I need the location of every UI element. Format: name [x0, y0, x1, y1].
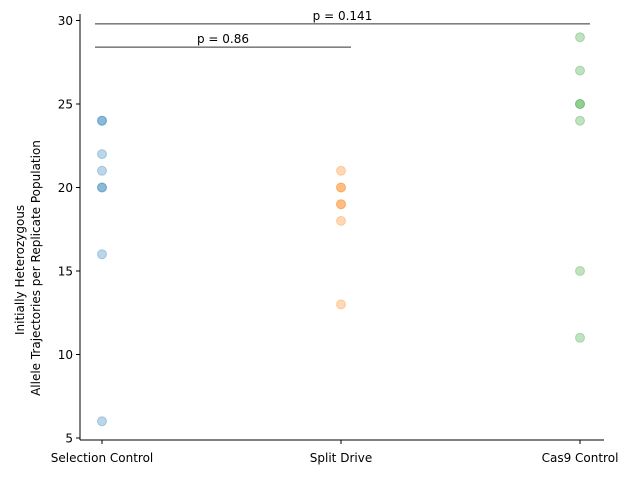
- x-tick-label: Split Drive: [310, 451, 372, 465]
- y-tick-label: 25: [58, 98, 73, 112]
- data-point: [336, 182, 346, 193]
- data-point: [575, 99, 585, 109]
- p-value-label: p = 0.141: [313, 9, 373, 23]
- y-tick-label: 20: [58, 181, 73, 195]
- data-point: [336, 215, 346, 226]
- data-point: [97, 416, 107, 427]
- data-point: [97, 115, 107, 126]
- data-point: [97, 149, 107, 160]
- y-tick-label: 5: [65, 432, 73, 446]
- x-tick-label: Selection Control: [51, 451, 154, 465]
- data-point: [97, 182, 107, 193]
- data-point: [575, 65, 585, 76]
- data-point: [97, 115, 107, 126]
- data-point: [575, 266, 585, 276]
- data-point: [575, 99, 585, 109]
- data-points: [97, 32, 585, 427]
- x-ticks: Selection Control Split Drive Cas9 Control: [51, 440, 619, 465]
- data-point: [575, 332, 585, 343]
- y-tick-label: 10: [58, 348, 73, 362]
- y-ticks: 5 10 15 20 25 30: [58, 14, 80, 446]
- y-axis-label-line-2: Allele Trajectories per Replicate Popula…: [29, 140, 43, 396]
- data-point: [97, 249, 107, 260]
- data-point: [575, 32, 585, 43]
- p-value-label: p = 0.86: [197, 32, 249, 46]
- x-tick-label: Cas9 Control: [542, 451, 619, 465]
- data-point: [336, 165, 346, 176]
- data-point: [575, 115, 585, 126]
- y-tick-label: 15: [58, 265, 73, 279]
- data-point: [336, 182, 346, 193]
- y-tick-label: 30: [58, 14, 73, 28]
- data-point: [97, 182, 107, 193]
- y-axis-label-line-1: Initially Heterozygous: [13, 205, 27, 335]
- y-axis-label: Initially Heterozygous Allele Trajectori…: [13, 140, 43, 396]
- axes: [79, 14, 604, 441]
- data-point: [97, 165, 107, 176]
- data-point: [336, 199, 346, 210]
- comparison-brackets: p = 0.86 p = 0.141: [95, 9, 590, 49]
- data-point: [336, 299, 346, 310]
- data-point: [336, 199, 346, 210]
